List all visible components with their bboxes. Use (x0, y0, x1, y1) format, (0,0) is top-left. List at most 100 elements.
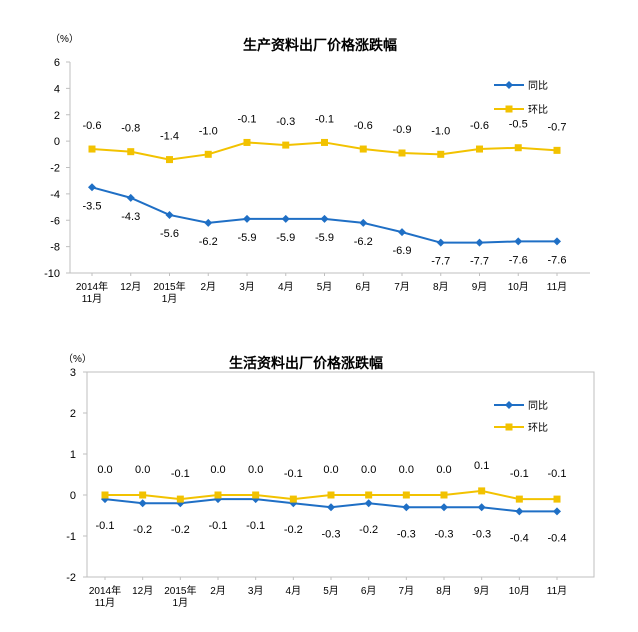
y-tick-label: 0 (54, 136, 60, 148)
data-label: -7.6 (548, 254, 567, 266)
y-tick-label: 2 (70, 408, 76, 420)
data-point-yoy (281, 214, 290, 223)
production-materials-chart: 生产资料出厂价格涨跌幅 （%） -10-8-6-4-202462014年11月1… (44, 33, 590, 305)
data-point-mom (402, 491, 410, 499)
data-point-mom (176, 495, 184, 503)
data-label: -7.7 (431, 256, 450, 268)
data-label: 0.0 (399, 464, 414, 476)
x-tick-label: 2014年 (76, 280, 108, 293)
data-point-yoy (126, 193, 135, 202)
data-point-mom (398, 149, 406, 157)
data-point-yoy (359, 218, 368, 227)
data-point-yoy (436, 238, 445, 247)
data-point-yoy (165, 210, 174, 219)
data-point-mom (289, 495, 297, 503)
data-point-mom (282, 141, 290, 149)
data-point-mom (243, 138, 251, 146)
y-tick-label: -10 (44, 268, 60, 280)
data-point-yoy (364, 499, 373, 508)
data-label: 0.0 (361, 464, 376, 476)
x-tick-label: 3月 (239, 281, 255, 293)
x-tick-label: 10月 (508, 281, 529, 293)
data-label: -5.6 (160, 228, 179, 240)
data-label: -0.3 (397, 528, 416, 540)
y-tick-label: 6 (54, 57, 60, 69)
data-point-mom (476, 145, 483, 153)
data-label: -0.3 (435, 528, 454, 540)
x-tick-label: 12月 (120, 281, 141, 293)
data-label: -1.0 (199, 125, 218, 137)
plot-frame (86, 371, 595, 578)
data-point-yoy (204, 218, 213, 227)
y-tick-label: -8 (50, 242, 60, 254)
data-label: -0.1 (238, 113, 257, 125)
y-tick-label: -6 (50, 215, 60, 227)
data-label: -3.5 (83, 200, 102, 212)
y-tick-label: -4 (50, 189, 60, 201)
x-tick-label: 2月 (200, 281, 216, 293)
x-tick-label: 1月 (162, 293, 178, 305)
data-label: -0.1 (510, 468, 529, 480)
data-point-yoy (398, 228, 406, 237)
y-tick-label: -2 (66, 572, 76, 584)
data-label: -0.2 (133, 524, 152, 536)
data-label: -6.9 (393, 245, 412, 257)
data-label: -0.1 (284, 468, 303, 480)
data-label: 0.0 (97, 464, 112, 476)
x-tick-label: 4月 (278, 281, 294, 293)
data-label: -5.9 (238, 232, 257, 244)
data-label: -0.4 (548, 532, 567, 544)
x-tick-label: 1月 (173, 597, 189, 609)
x-tick-label: 5月 (317, 281, 333, 293)
data-label: -6.2 (199, 236, 218, 248)
y-tick-label: 3 (70, 367, 76, 379)
data-point-yoy (553, 507, 561, 516)
data-label: 0.0 (436, 464, 451, 476)
data-point-mom (252, 491, 260, 499)
data-point-mom (478, 487, 486, 495)
data-label: -5.9 (315, 232, 334, 244)
data-label: -0.1 (171, 468, 190, 480)
data-label: -0.1 (96, 520, 115, 532)
data-label: -0.8 (121, 123, 140, 135)
data-label: -0.3 (276, 116, 295, 128)
data-point-mom (88, 145, 96, 153)
data-label: -1.4 (160, 131, 179, 143)
x-tick-label: 2015年 (164, 584, 196, 597)
x-tick-label: 7月 (399, 585, 415, 597)
x-tick-label: 2015年 (153, 280, 185, 293)
legend-marker (505, 105, 513, 113)
x-tick-label: 11月 (82, 293, 102, 305)
legend-marker (505, 401, 513, 409)
data-label: 0.1 (474, 460, 489, 472)
x-tick-label: 4月 (286, 585, 302, 597)
chart-title: 生产资料出厂价格涨跌幅 (243, 37, 397, 53)
data-label: -7.7 (470, 256, 489, 268)
data-label: -0.7 (548, 121, 567, 133)
data-point-mom (440, 491, 448, 499)
data-label: -0.3 (472, 528, 491, 540)
data-point-yoy (243, 214, 251, 223)
data-label: -1.0 (431, 125, 450, 137)
y-tick-label: 0 (70, 490, 76, 502)
data-label: -0.2 (284, 524, 303, 536)
y-tick-label: -1 (66, 531, 76, 543)
data-point-mom (359, 145, 367, 153)
data-label: 0.0 (248, 464, 263, 476)
y-tick-label: 4 (54, 83, 60, 95)
legend-marker (505, 81, 513, 89)
data-label: -0.6 (354, 120, 373, 132)
data-label: -0.2 (171, 524, 190, 536)
y-tick-label: 2 (54, 110, 60, 122)
data-point-yoy (402, 503, 411, 512)
y-tick-label: -2 (50, 163, 60, 175)
data-label: -5.9 (276, 232, 295, 244)
data-label: -0.4 (510, 532, 529, 544)
x-tick-label: 9月 (472, 281, 488, 293)
data-label: 0.0 (323, 464, 338, 476)
x-tick-label: 3月 (248, 585, 264, 597)
data-point-mom (139, 491, 147, 499)
data-point-yoy (327, 503, 335, 512)
x-tick-label: 11月 (547, 281, 567, 293)
